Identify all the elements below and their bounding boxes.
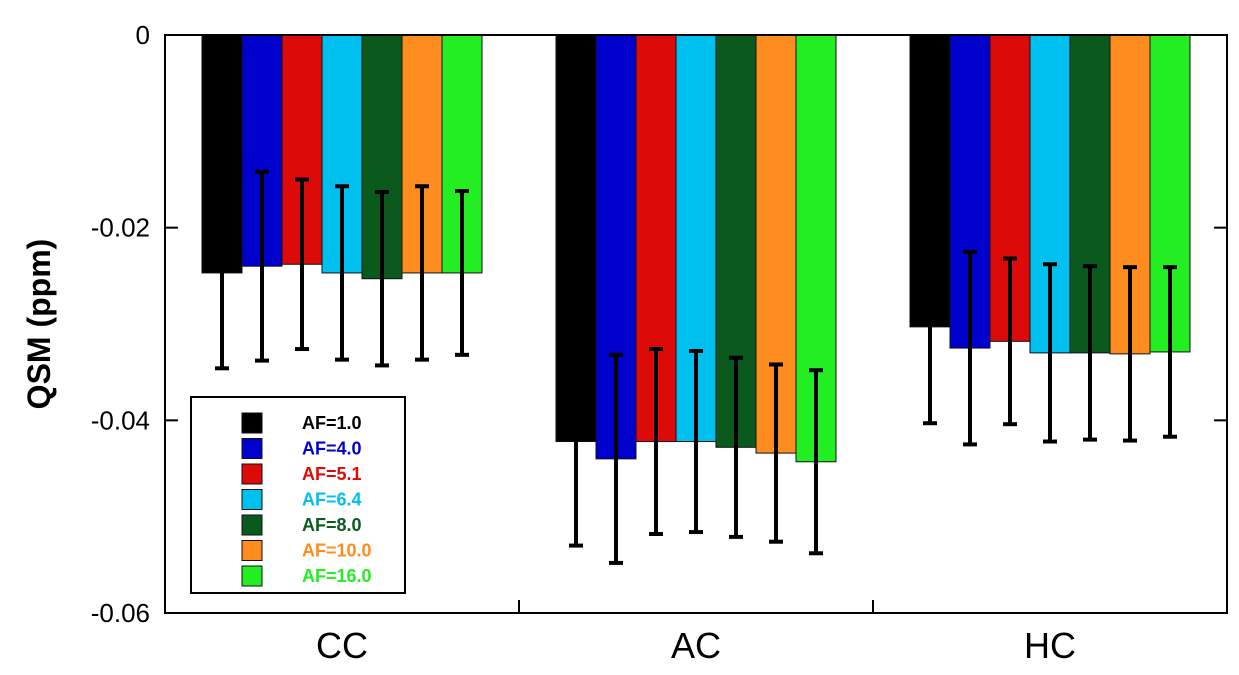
y-tick-label: -0.02 [91, 213, 150, 243]
legend-swatch [241, 463, 263, 485]
legend-label: AF=10.0 [302, 541, 372, 561]
error-bars-layer [215, 169, 1177, 565]
legend-swatch [241, 412, 263, 434]
legend: AF=1.0 AF=4.0 AF=5.1 AF=6.4 AF=8.0 AF=10.0 AF=… [190, 396, 406, 594]
legend-label: AF=4.0 [302, 439, 362, 459]
y-tick-label: -0.04 [91, 405, 150, 435]
legend-swatch [241, 489, 263, 510]
legend-swatch [241, 514, 263, 536]
legend-label: AF=8.0 [302, 515, 362, 535]
y-tick-label: 0 [136, 20, 150, 50]
legend-label: AF=1.0 [302, 413, 362, 433]
x-tick-label: HC [1024, 625, 1076, 666]
y-tick-label: -0.06 [91, 598, 150, 628]
x-tick-label: CC [316, 625, 368, 666]
y-axis-title: QSM (ppm) [21, 239, 57, 410]
legend-swatch [241, 565, 263, 587]
axes-layer: CC AC HC 0 -0.02 -0.04 -0.06 [91, 20, 1227, 666]
legend-label: AF=5.1 [302, 464, 362, 484]
plot-frame [164, 34, 1228, 614]
legend-swatch [241, 540, 263, 561]
x-tick-label: AC [671, 625, 721, 666]
legend-label: AF=6.4 [302, 490, 362, 510]
bars-layer [201, 34, 1191, 463]
legend-label: AF=16.0 [302, 566, 372, 586]
legend-swatch [241, 438, 263, 459]
legend-box [190, 396, 406, 594]
